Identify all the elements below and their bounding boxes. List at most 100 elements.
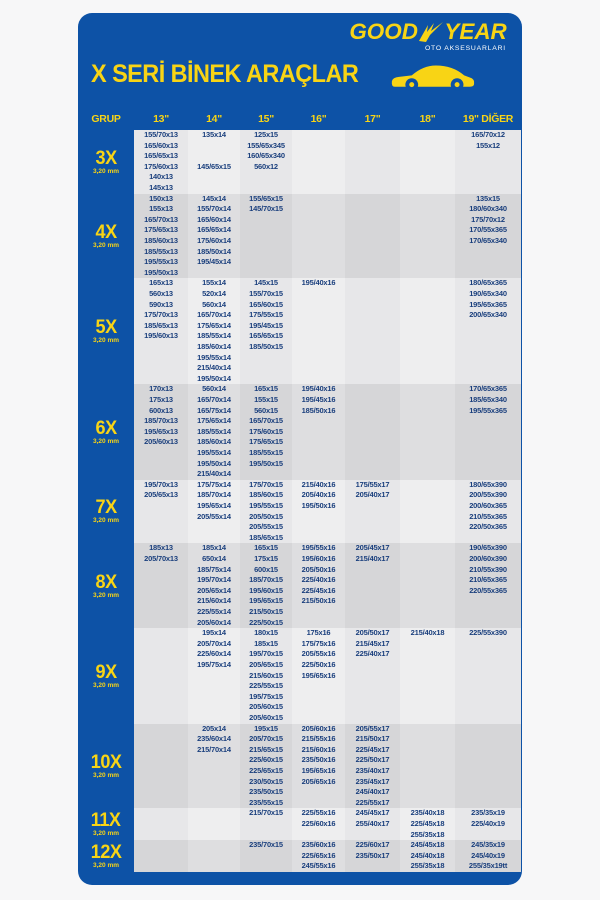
- sedan-car-icon: [392, 65, 475, 91]
- tire-size-cell: 205/55x15: [249, 522, 283, 532]
- size-column-c15: 235/70x15: [240, 840, 292, 872]
- tire-size-cell: 200/55x390: [469, 490, 507, 500]
- tire-size-cell: 165/70x13: [144, 214, 178, 224]
- tire-size-cell: 205/40x17: [355, 490, 390, 500]
- tire-size-cell: 145/70x15: [249, 204, 283, 214]
- tire-size-cell: 165/60x14: [197, 214, 231, 224]
- tire-size-cell: 125x15: [254, 130, 278, 139]
- group-label-12x: 12X 3,20 mm: [78, 840, 134, 872]
- tire-size-cell: 155/70x13: [144, 130, 178, 139]
- tire-size-cell: 195/70x15: [249, 649, 283, 659]
- group-name: 11X: [91, 810, 121, 831]
- tire-size-cell: 195/45x14: [197, 257, 231, 267]
- tire-size-cell: 195/75x14: [197, 659, 231, 669]
- tire-size-cell: 245/40x19: [471, 850, 505, 860]
- size-column-c18: 245/45x18 245/40x18 255/35x18: [400, 840, 455, 872]
- tire-size-cell: 205/60x16: [301, 723, 336, 733]
- size-column-c16: 195/40x16 195/45x16 185/50x16: [292, 384, 345, 480]
- group-label-6x: 6X 3,20 mm: [78, 384, 134, 479]
- tire-size-cell: 215/40x17: [355, 553, 390, 563]
- tire-size-cell: 175/70x15: [249, 479, 283, 489]
- tire-size-cell: 170/65x340: [469, 235, 507, 245]
- tire-size-cell: 195/50x14: [197, 373, 231, 383]
- tire-size-cell: 165x15: [254, 543, 278, 553]
- size-column-c15: 195x15 205/70x15 215/65x15 225/60x15 225/65x…: [240, 723, 292, 809]
- tire-size-cell: 175/60x13: [144, 161, 178, 171]
- size-column-c13: 165x13 560x13 590x13 175/70x13 185/65x13 195/…: [134, 278, 188, 385]
- tire-size-cell: 165/70x15: [249, 416, 283, 426]
- tire-size-cell: 560x12: [254, 161, 278, 171]
- logo-year-text: YEAR: [444, 19, 507, 44]
- tire-size-cell: 560x14: [202, 299, 226, 309]
- size-column-c19: 180/65x390 200/55x390 200/60x365 210/55x365…: [455, 479, 521, 544]
- logo-good-text: GOOD: [348, 19, 418, 44]
- group-thickness: 3,20 mm: [92, 517, 120, 525]
- tire-size-cell: 205/50x17: [355, 628, 390, 638]
- tire-size-cell: 255/35x18: [410, 829, 445, 839]
- tire-size-cell: 225/65x15: [249, 765, 283, 775]
- tire-size-cell: 225/55x17: [355, 797, 390, 807]
- tire-size-cell: 170/55x365: [469, 225, 507, 235]
- tire-size-cell: 220/50x365: [469, 522, 507, 532]
- tire-size-cell: 205/65x13: [144, 490, 178, 500]
- size-column-c17: 175/55x17 205/40x17: [345, 479, 400, 544]
- tire-size-cell: 195/50x15: [249, 458, 283, 468]
- tire-size-cell: 235/55x15: [249, 797, 283, 807]
- size-column-c14: 195x14 205/70x14 225/60x14 195/75x14: [188, 628, 240, 724]
- tire-size-cell: 175/70x13: [144, 310, 178, 320]
- group-band-9x: 9X 3,20 mm 195x14 205/70x14 225/60x14 195/75x…: [78, 628, 522, 724]
- header-grup: GRUP: [91, 113, 121, 125]
- tire-size-cell: 195/45x16: [301, 394, 336, 404]
- group-label-4x: 4X 3,20 mm: [78, 194, 134, 279]
- group-label-3x: 3X 3,20 mm: [78, 130, 134, 194]
- tire-size-cell: 205/45x17: [355, 543, 390, 553]
- size-column-c15: 180x15 185x15 195/70x15 205/65x15 215/60x15 2…: [240, 628, 292, 724]
- size-column-c18: [400, 543, 455, 629]
- tire-size-cell: 175/65x13: [144, 225, 178, 235]
- tire-size-cell: 195/60x15: [249, 585, 283, 595]
- tire-size-cell: 135x15: [476, 193, 500, 203]
- size-column-c13: 185x13 205/70x13: [134, 543, 188, 629]
- tire-size-cell: 175/55x15: [249, 310, 283, 320]
- group-thickness: 3,20 mm: [92, 681, 120, 689]
- size-column-c15: 175/70x15 185/60x15 195/55x15 205/50x15 205/…: [240, 479, 292, 544]
- tire-size-cell: 245/45x18: [410, 840, 445, 850]
- tire-size-cell: 145/65x15: [197, 161, 231, 171]
- group-thickness: 3,20 mm: [92, 337, 120, 345]
- tire-size-cell: 180/65x390: [469, 479, 507, 489]
- tire-size-cell: 185/55x15: [249, 447, 283, 457]
- tire-size-cell: 175/65x15: [249, 437, 283, 447]
- size-column-c13: [134, 840, 188, 872]
- tire-size-cell: 180/60x340: [469, 204, 507, 214]
- tire-size-cell: 205/60x13: [144, 437, 178, 447]
- tire-size-cell: 155x13: [149, 204, 173, 214]
- group-band-7x: 7X 3,20 mm 195/70x13 205/65x13 175/75x14 185/…: [78, 479, 522, 544]
- tire-size-cell: 200/60x365: [469, 500, 507, 510]
- tire-size-cell: 225/40x19: [471, 818, 505, 828]
- tire-size-cell: 560x13: [149, 288, 173, 298]
- tire-size-cell: 205/65x16: [301, 776, 336, 786]
- tire-size-cell: 195/40x16: [301, 278, 336, 288]
- tire-size-cell: 225/60x14: [197, 649, 231, 659]
- tire-size-cell: 215/65x15: [249, 744, 283, 754]
- group-band-12x: 12X 3,20 mm 235/70x15 235/60x16 225/65x16 245…: [78, 840, 522, 872]
- group-thickness: 3,20 mm: [92, 437, 120, 445]
- tire-size-cell: 225/60x17: [355, 840, 390, 850]
- tire-size-cell: 150x13: [149, 193, 173, 203]
- tire-size-cell: 175x13: [149, 394, 173, 404]
- header-size-7: 19" DİĞER: [462, 113, 514, 125]
- size-column-c18: [400, 723, 455, 809]
- tire-size-cell: 175/60x14: [197, 235, 231, 245]
- tire-size-cell: 155x14: [202, 278, 226, 288]
- tire-size-cell: 165/65x15: [249, 331, 283, 341]
- tire-size-cell: 145x14: [202, 193, 226, 203]
- group-label-5x: 5X 3,20 mm: [78, 278, 134, 384]
- size-column-c14: [188, 840, 240, 872]
- size-column-c15: 145x15 155/70x15 165/60x15 175/55x15 195/45x…: [240, 278, 292, 385]
- tire-size-cell: 195/45x15: [249, 320, 283, 330]
- tire-size-cell: 185x13: [149, 543, 173, 553]
- tire-size-cell: 195/65x14: [197, 500, 231, 510]
- tire-size-cell: 185/50x14: [197, 246, 231, 256]
- group-thickness: 3,20 mm: [92, 591, 120, 599]
- size-column-c14: 205x14 235/60x14 215/70x14: [188, 723, 240, 809]
